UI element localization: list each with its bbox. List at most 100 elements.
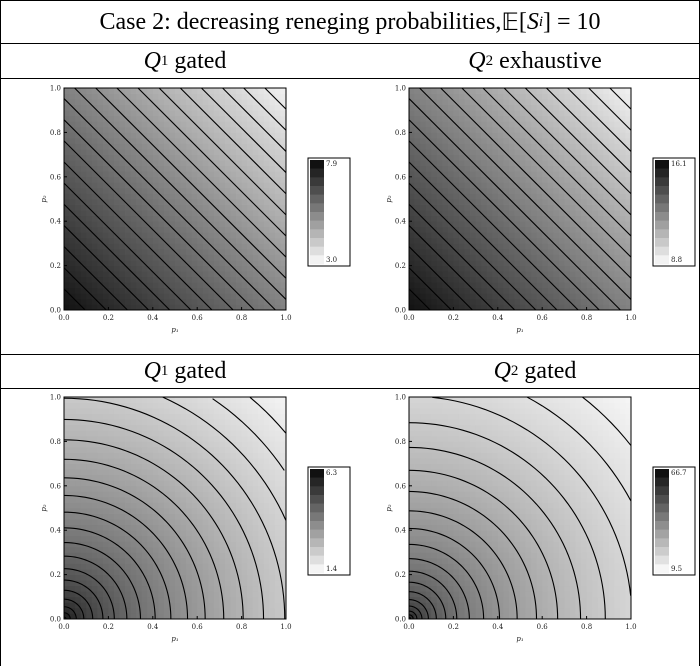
heatmap-cell [113,535,120,542]
heatmap-cell [592,232,599,239]
heatmap-cell [547,282,554,289]
heatmap-cell [470,154,476,161]
heatmap-cell [191,480,198,487]
heatmap-cell [169,413,176,420]
heatmap-cell [125,508,131,514]
heatmap-cell [414,260,421,266]
heatmap-cell [197,397,204,403]
heatmap-cell [508,137,515,144]
heatmap-cell [169,596,176,603]
heatmap-cell [280,171,287,178]
heatmap-cell [414,199,421,205]
heatmap-cell [158,541,165,548]
heatmap-cell [236,265,242,272]
heatmap-cell [258,304,265,311]
heatmap-cell [219,248,226,255]
heatmap-cell [258,221,265,228]
heatmap-cell [236,563,242,570]
heatmap-cell [575,110,582,117]
heatmap-cell [147,446,154,453]
heatmap-cell [447,221,454,228]
heatmap-cell [108,402,115,409]
heatmap-cell [147,187,154,194]
heatmap-cell [520,182,526,189]
heatmap-cell [113,204,120,211]
heatmap-cell [158,149,165,155]
heatmap-cell [581,93,587,100]
heatmap-cell [91,221,98,228]
heatmap-cell [213,524,220,531]
heatmap-cell [230,591,237,598]
heatmap-cell [619,115,626,122]
heatmap-cell [619,187,626,194]
heatmap-cell [230,160,237,167]
heatmap-cell [564,276,571,283]
heatmap-cell [86,530,93,537]
heatmap-cell [180,574,187,581]
heatmap-cell [97,176,104,183]
heatmap-cell [464,110,471,117]
heatmap-cell [508,237,515,244]
table-rule [0,388,700,389]
heatmap-cell [152,441,159,448]
heatmap-cell [263,121,270,128]
heatmap-cell [102,585,109,592]
heatmap-cell [280,110,287,117]
heatmap-cell [241,469,248,476]
heatmap-cell [125,485,131,492]
heatmap-cell [569,232,576,239]
heatmap-cell [125,607,131,614]
heatmap-cell [481,110,488,117]
heatmap-cell [252,254,259,261]
heatmap-cell [64,132,70,139]
heatmap-cell [614,110,621,117]
heatmap-cell [119,143,126,150]
heatmap-cell [625,254,632,261]
heatmap-cell [247,419,254,426]
heatmap-cell [208,441,215,448]
heatmap-cell [531,143,538,150]
heatmap-cell [564,293,571,300]
heatmap-cell [508,287,515,294]
heatmap-cell [125,496,131,503]
heatmap-cell [213,182,220,189]
heatmap-cell [497,276,504,283]
heatmap-cell [569,265,576,272]
heatmap-cell [619,243,626,250]
heatmap-cell [274,463,281,470]
heatmap-cell [186,143,193,150]
heatmap-cell [119,574,126,581]
heatmap-cell [263,435,270,442]
heatmap-cell [236,176,242,183]
heatmap-cell [458,137,465,144]
heatmap-cell [219,469,226,476]
heatmap-cell [113,304,120,311]
heatmap-cell [86,591,93,598]
heatmap-cell [269,171,276,178]
contour-line [116,87,287,258]
heatmap-cell [147,485,154,492]
x-tick-label: 0.0 [58,623,69,631]
heatmap-cell [186,298,193,305]
heatmap-cell [252,496,259,503]
heatmap-cell [258,563,265,570]
heatmap-cell [481,132,488,139]
heatmap-cell [581,137,587,144]
heatmap-cell [64,215,70,222]
heatmap-cell [263,441,270,448]
heatmap-cell [514,143,521,150]
heatmap-cell [464,248,471,255]
heatmap-cell [486,271,493,278]
heatmap-cell [130,508,137,514]
heatmap-cell [102,104,109,111]
contour-line [158,87,287,216]
heatmap-cell [219,458,226,464]
heatmap-cell [442,282,449,289]
heatmap-cell [125,480,131,487]
heatmap-cell [420,104,427,111]
heatmap-cell [619,199,626,205]
heatmap-cell [525,265,532,272]
heatmap-cell [97,524,104,531]
heatmap-cell [141,474,148,481]
